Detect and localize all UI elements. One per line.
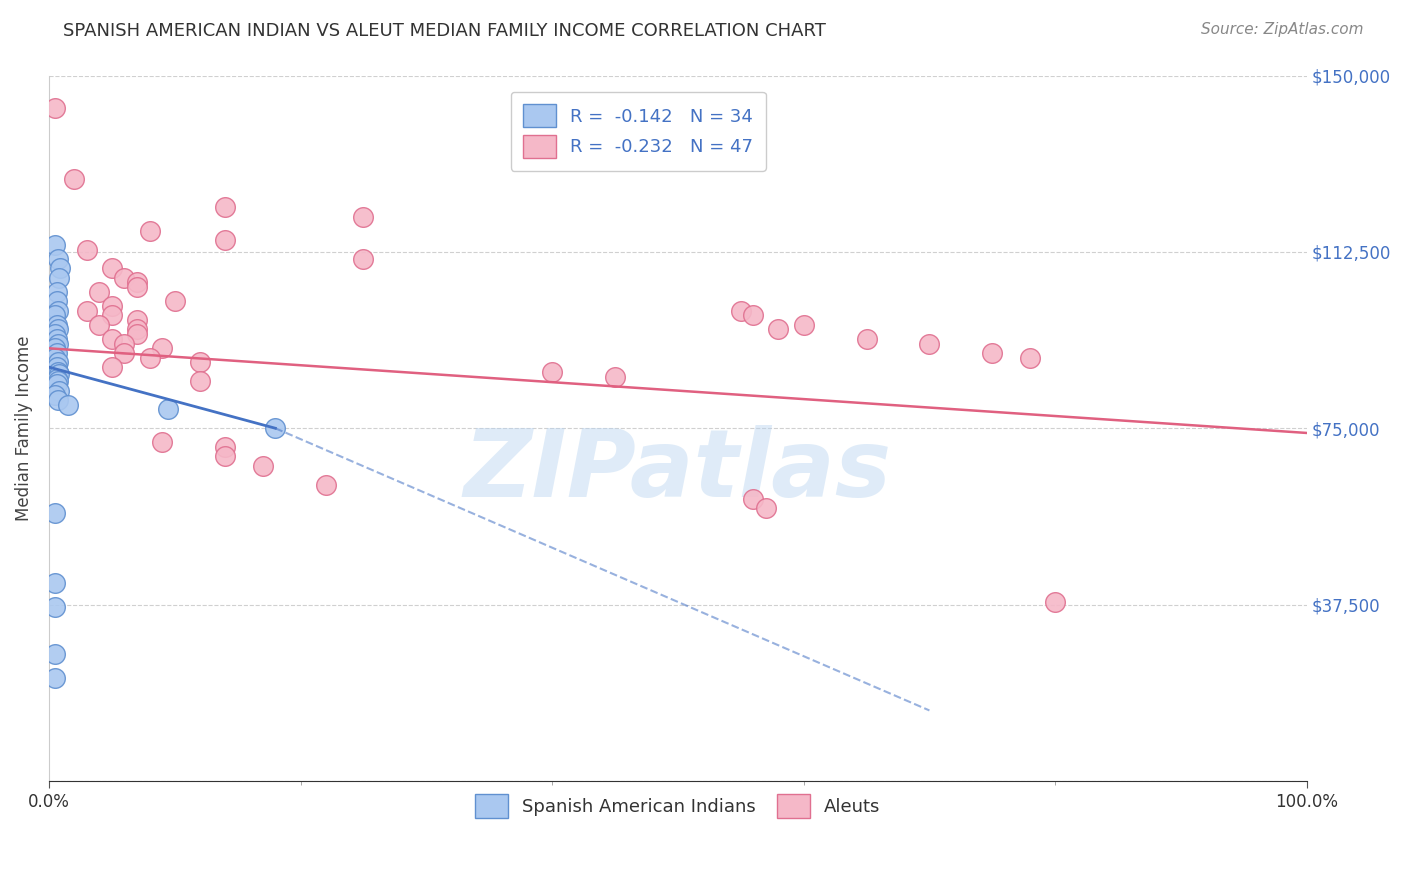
- Point: [89, 285, 111, 299]
- Point: [45, 346, 67, 360]
- Point: [101, 360, 124, 375]
- Point: [352, 210, 374, 224]
- Point: [541, 365, 564, 379]
- Point: [44, 647, 66, 661]
- Text: ZIPatlas: ZIPatlas: [464, 425, 891, 516]
- Point: [56, 398, 79, 412]
- Point: [188, 374, 211, 388]
- Point: [76, 243, 98, 257]
- Point: [125, 313, 148, 327]
- Point: [125, 327, 148, 342]
- Point: [46, 392, 69, 407]
- Point: [138, 351, 160, 365]
- Point: [264, 421, 287, 435]
- Point: [44, 576, 66, 591]
- Point: [114, 336, 136, 351]
- Point: [125, 322, 148, 336]
- Point: [742, 491, 765, 506]
- Point: [76, 303, 98, 318]
- Point: [125, 280, 148, 294]
- Point: [157, 402, 180, 417]
- Point: [138, 224, 160, 238]
- Point: [44, 599, 66, 614]
- Point: [214, 450, 236, 464]
- Point: [46, 336, 69, 351]
- Point: [101, 299, 124, 313]
- Point: [918, 336, 941, 351]
- Point: [49, 261, 72, 276]
- Point: [46, 374, 69, 388]
- Point: [45, 294, 67, 309]
- Point: [163, 294, 186, 309]
- Point: [48, 367, 70, 381]
- Point: [44, 341, 66, 355]
- Point: [46, 322, 69, 336]
- Point: [214, 233, 236, 247]
- Point: [114, 346, 136, 360]
- Point: [46, 365, 69, 379]
- Point: [125, 276, 148, 290]
- Point: [855, 332, 877, 346]
- Point: [45, 360, 67, 375]
- Point: [101, 261, 124, 276]
- Text: SPANISH AMERICAN INDIAN VS ALEUT MEDIAN FAMILY INCOME CORRELATION CHART: SPANISH AMERICAN INDIAN VS ALEUT MEDIAN …: [63, 22, 827, 40]
- Point: [45, 372, 67, 386]
- Point: [188, 355, 211, 369]
- Point: [46, 303, 69, 318]
- Point: [150, 341, 173, 355]
- Point: [793, 318, 815, 332]
- Point: [150, 435, 173, 450]
- Point: [252, 458, 274, 473]
- Point: [352, 252, 374, 266]
- Point: [48, 270, 70, 285]
- Point: [603, 369, 626, 384]
- Point: [755, 501, 778, 516]
- Point: [44, 506, 66, 520]
- Point: [1045, 595, 1067, 609]
- Point: [730, 303, 752, 318]
- Point: [101, 332, 124, 346]
- Point: [114, 270, 136, 285]
- Point: [1019, 351, 1042, 365]
- Point: [101, 309, 124, 323]
- Point: [44, 309, 66, 323]
- Point: [44, 388, 66, 402]
- Point: [45, 332, 67, 346]
- Point: [44, 351, 66, 365]
- Point: [44, 102, 66, 116]
- Point: [214, 200, 236, 214]
- Y-axis label: Median Family Income: Median Family Income: [15, 335, 32, 521]
- Point: [63, 172, 86, 186]
- Point: [48, 384, 70, 398]
- Point: [44, 327, 66, 342]
- Text: Source: ZipAtlas.com: Source: ZipAtlas.com: [1201, 22, 1364, 37]
- Point: [89, 318, 111, 332]
- Point: [46, 252, 69, 266]
- Legend: Spanish American Indians, Aleuts: Spanish American Indians, Aleuts: [468, 788, 889, 825]
- Point: [742, 309, 765, 323]
- Point: [45, 285, 67, 299]
- Point: [981, 346, 1004, 360]
- Point: [46, 355, 69, 369]
- Point: [45, 318, 67, 332]
- Point: [44, 237, 66, 252]
- Point: [44, 671, 66, 685]
- Point: [768, 322, 790, 336]
- Point: [214, 440, 236, 454]
- Point: [315, 477, 337, 491]
- Point: [45, 376, 67, 391]
